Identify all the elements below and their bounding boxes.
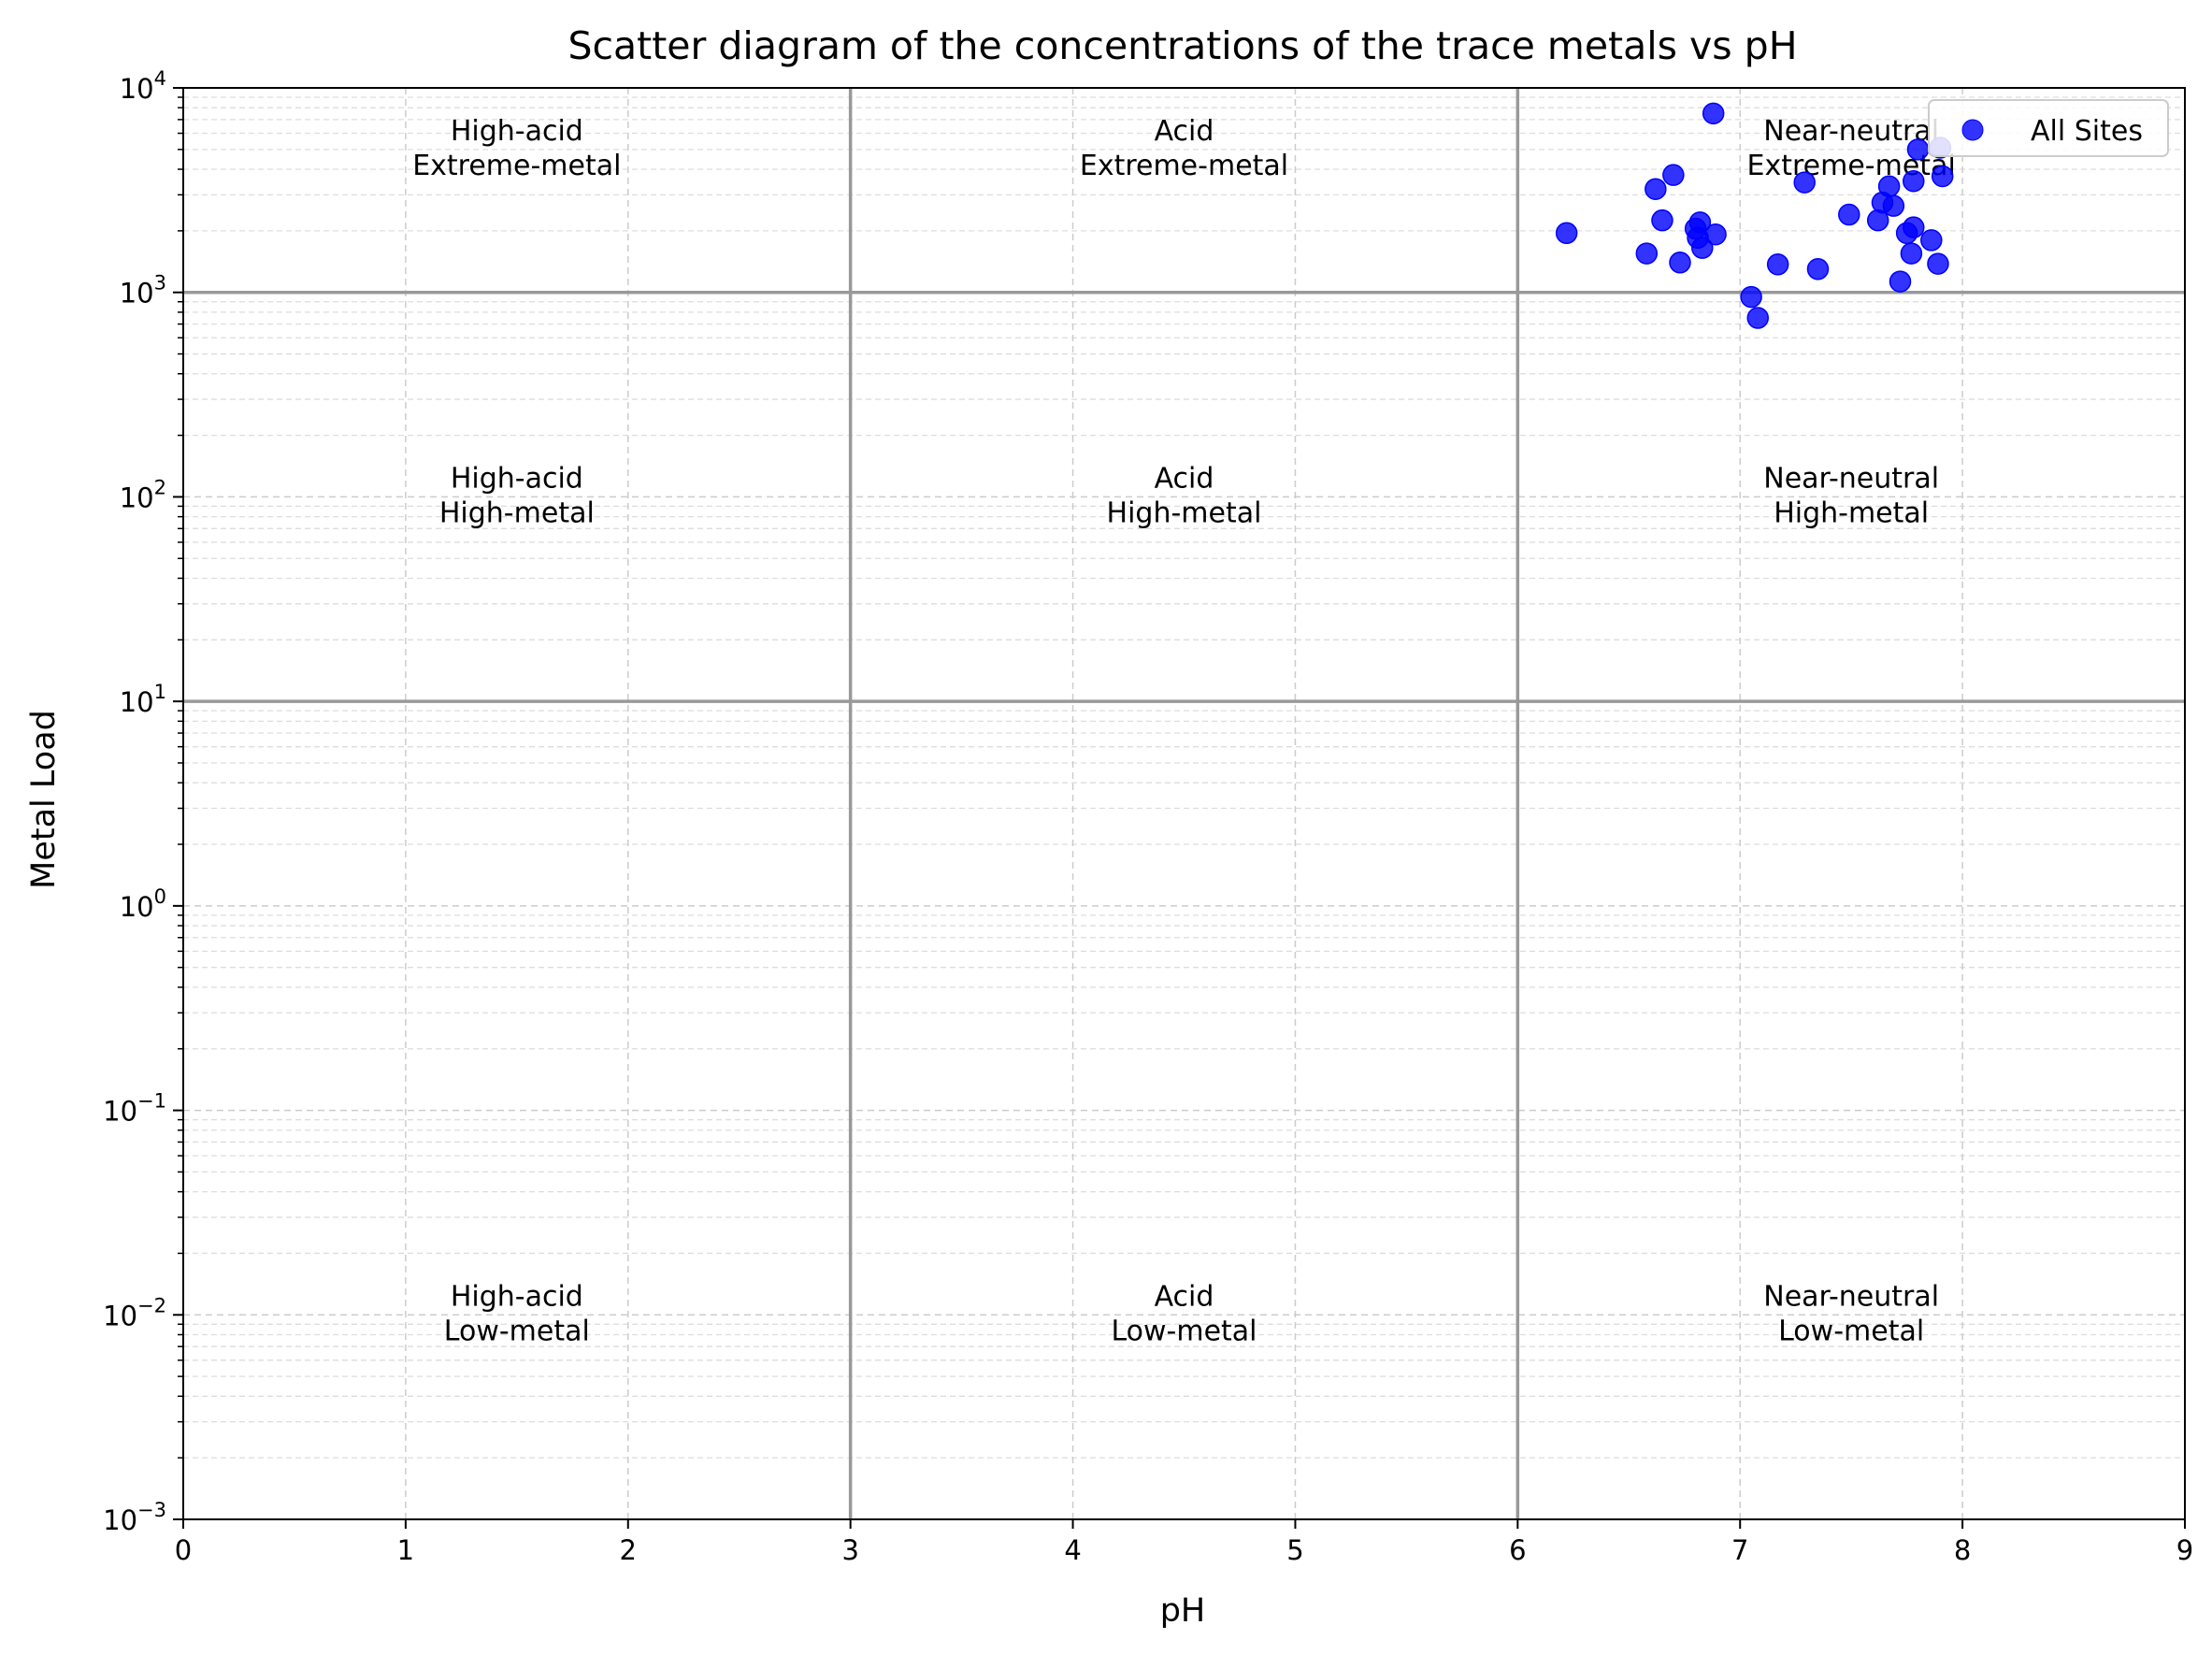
minor-grid: [183, 96, 2185, 1459]
zone-label: High-acid: [451, 1280, 583, 1313]
y-tick-label: 100: [120, 885, 166, 923]
legend-box: [1928, 99, 2169, 157]
y-tick-label: 10−2: [103, 1294, 166, 1331]
data-point: [1838, 203, 1860, 226]
data-point: [1806, 258, 1830, 280]
data-point: [1920, 229, 1943, 252]
x-axis-label: pH: [1160, 1592, 1206, 1630]
zone-label: Extreme-metal: [412, 150, 621, 182]
data-point: [1704, 223, 1727, 246]
x-tick-label: 6: [1509, 1534, 1526, 1566]
zone-label: Near-neutral: [1763, 462, 1939, 495]
zone-label: Acid: [1155, 462, 1214, 495]
data-point: [1900, 242, 1923, 265]
data-point: [1931, 165, 1954, 188]
zone-label: Low-metal: [444, 1315, 590, 1347]
y-axis-label: Metal Load: [25, 710, 63, 889]
y-tick-label: 102: [120, 476, 166, 513]
plot-frame: [182, 87, 2186, 1520]
zone-label: Near-neutral: [1763, 1280, 1939, 1313]
x-tick-label: 1: [397, 1534, 414, 1566]
legend-marker: [1961, 119, 1984, 141]
zone-label: Low-metal: [1778, 1315, 1924, 1347]
zone-label: Low-metal: [1111, 1315, 1257, 1347]
chart-title: Scatter diagram of the concentrations of…: [567, 23, 1797, 68]
data-point: [1651, 209, 1673, 232]
x-tick-label: 4: [1064, 1534, 1081, 1566]
y-tick-label: 103: [120, 272, 166, 309]
zone-label: Extreme-metal: [1080, 150, 1288, 182]
data-point: [1691, 237, 1714, 259]
data-point: [1882, 194, 1905, 217]
zone-label: High-metal: [439, 496, 595, 529]
data-point: [1688, 211, 1712, 234]
x-tick-label: 8: [1954, 1534, 1971, 1566]
data-point: [1877, 175, 1901, 198]
y-tick-label: 10−3: [103, 1499, 166, 1536]
data-point: [1927, 252, 1949, 275]
zone-labels: High-acidExtreme-metalAcidExtreme-metalN…: [412, 115, 1956, 1347]
x-tick-label: 2: [620, 1534, 637, 1566]
data-point: [1555, 222, 1578, 245]
y-axis: 10−3 10−2 10−1 100 101 102 103 104: [103, 67, 183, 1536]
legend: All Sites: [1928, 99, 2169, 157]
data-point: [1669, 252, 1691, 274]
data-point: [1746, 307, 1770, 329]
threshold-lines: [183, 88, 2185, 1519]
data-point: [1662, 164, 1685, 186]
x-tick-label: 5: [1286, 1534, 1303, 1566]
data-point: [1766, 253, 1789, 276]
x-tick-label: 0: [175, 1534, 192, 1566]
data-point: [1903, 169, 1925, 193]
x-tick-label: 9: [2176, 1534, 2193, 1566]
data-point: [1702, 102, 1725, 125]
y-tick-label: 104: [120, 67, 166, 105]
zone-label: High-metal: [1774, 496, 1929, 529]
legend-label: All Sites: [2031, 115, 2143, 148]
data-point: [1889, 270, 1912, 293]
zone-label: Acid: [1155, 115, 1214, 148]
zone-label: High-acid: [451, 462, 583, 495]
data-point: [1645, 178, 1667, 200]
y-tick-label: 101: [120, 681, 166, 718]
y-tick-label: 10−1: [103, 1090, 166, 1128]
data-point: [1793, 171, 1816, 194]
data-points: [1555, 102, 1954, 329]
data-point: [1903, 216, 1925, 238]
data-point: [1740, 285, 1762, 309]
x-tick-label: 7: [1731, 1534, 1748, 1566]
data-point: [1906, 138, 1930, 161]
x-tick-label: 3: [841, 1534, 858, 1566]
data-point: [1635, 242, 1659, 265]
zone-label: Acid: [1155, 1280, 1214, 1313]
zone-label: High-acid: [451, 115, 583, 148]
zone-label: High-metal: [1107, 496, 1262, 529]
x-axis: 0 1 2 3 4 5 6 7 8 9: [175, 1519, 2193, 1566]
